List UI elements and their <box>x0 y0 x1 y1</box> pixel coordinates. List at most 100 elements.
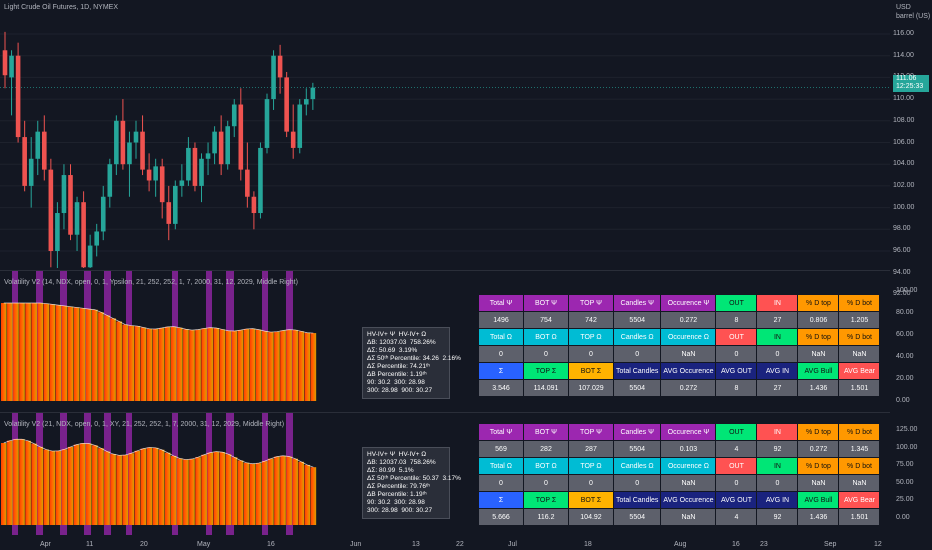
volatility-bar <box>73 444 80 525</box>
indicator-axis-label: 50.00 <box>896 478 914 486</box>
volatility-bar <box>207 327 213 401</box>
volatility-bar <box>274 331 280 401</box>
volatility-bar <box>146 328 153 401</box>
table-cell: Candles Ω <box>614 329 661 345</box>
volatility-bar <box>177 327 183 401</box>
volatility-bar <box>134 450 141 525</box>
table-cell: 104.92 <box>569 509 613 525</box>
table-cell: % D bot <box>839 295 880 311</box>
candle-body <box>107 164 113 197</box>
table-row: Total Ω BOT Ω TOP Ω Candles Ω Occurence Ω OUT… <box>479 458 880 474</box>
info-line: HV-IV+ Ψ HV-IV+ Ω <box>367 331 427 338</box>
candle-body <box>55 213 60 251</box>
volatility-bar <box>201 454 207 525</box>
time-axis-label: 11 <box>86 541 94 548</box>
table-cell: AVG Bear <box>839 492 880 508</box>
volatility-bar <box>13 303 19 401</box>
candlestick-chart[interactable] <box>0 0 890 268</box>
table-cell: TOP Ω <box>569 329 613 345</box>
volatility-bar <box>310 467 317 525</box>
info-line: ΔΒ Percentile: 1.19ᵗʰ <box>367 371 427 378</box>
volatility-bar <box>262 461 268 525</box>
table-cell: IN <box>757 295 798 311</box>
candle-body <box>15 55 21 138</box>
table-cell: 569 <box>479 441 523 457</box>
candle-body <box>225 126 230 165</box>
table-cell: BOT Ω <box>524 458 568 474</box>
candle-body <box>35 131 41 159</box>
table-cell: Occurence Ψ <box>661 424 716 440</box>
price-axis-label: 108.00 <box>893 116 915 124</box>
indicator-axis-label: 25.00 <box>896 496 914 503</box>
candle-body <box>310 87 316 100</box>
volatility-bar <box>146 447 153 525</box>
candle-body <box>304 99 309 105</box>
candle-body <box>251 196 257 214</box>
table-row: Total Ω BOT Ω TOP Ω Candles Ω Occurence Ω OUT… <box>479 329 880 345</box>
table-cell: Candles Ψ <box>614 424 661 440</box>
volatility-bar <box>213 328 220 401</box>
countdown-value: 12:25:33 <box>896 83 924 90</box>
table-row: Total Ψ BOT Ψ TOP Ψ Candles Ψ Occurence Ψ OUT… <box>479 424 880 440</box>
time-axis-label: 20 <box>140 541 148 548</box>
indicator-title-2[interactable]: Volatility V2 (21, NDX, open, 0, 1, XY, … <box>4 421 285 428</box>
volatility-bar <box>122 454 128 525</box>
indicator-axis-label: 100.00 <box>896 287 918 294</box>
table-cell: Total Ω <box>479 458 523 474</box>
volatility-bar <box>195 329 201 401</box>
currency-label: USD <box>896 4 911 11</box>
price-axis-label: 116.00 <box>893 30 914 37</box>
volatility-bar <box>280 455 286 525</box>
table-row: Total Ψ BOT Ψ TOP Ψ Candles Ψ Occurence Ψ OUT… <box>479 295 880 311</box>
volatility-bar <box>85 308 92 401</box>
table-cell: 754 <box>524 312 568 328</box>
indicator-pane-1[interactable]: Volatility V2 (14, NDX, open, 0, 1, Ypsi… <box>0 271 932 411</box>
table-cell: 0.272 <box>798 441 839 457</box>
pane-separator[interactable] <box>0 412 890 413</box>
time-axis-label: 13 <box>412 541 420 548</box>
symbol-title[interactable]: Light Crude Oil Futures, 1D, NYMEX <box>4 4 118 11</box>
indicator-pane-2[interactable]: Volatility V2 (21, NDX, open, 0, 1, XY, … <box>0 413 932 535</box>
table-cell: NaN <box>839 475 880 491</box>
candle-body <box>258 147 263 214</box>
indicator-title-1[interactable]: Volatility V2 (14, NDX, open, 0, 1, Ypsi… <box>4 279 298 286</box>
time-axis-label: Aug <box>674 541 687 548</box>
table-cell: 0 <box>524 475 568 491</box>
table-row: Σ TOP Σ BOT Σ Total Candles AVG Occurence AVG… <box>479 363 880 379</box>
unit-label: barrel (US) <box>896 13 931 20</box>
volatility-bar <box>116 321 122 401</box>
volatility-bar <box>13 439 19 525</box>
price-pane[interactable]: Light Crude Oil Futures, 1D, NYMEX USD b… <box>0 0 932 297</box>
time-axis-label: 18 <box>584 541 592 548</box>
time-axis-label: Sep <box>824 541 837 548</box>
candle-body <box>205 153 211 159</box>
info-box-1: HV-IV+ Ψ HV-IV+ Ω ΔΒ: 12037.03 758.26% ΔΣ:… <box>362 327 461 399</box>
table-cell: Occurence Ψ <box>661 295 716 311</box>
last-price-tag: 111.06 12:25:33 <box>893 75 929 92</box>
price-axis-label: 102.00 <box>893 181 915 189</box>
volatility-bar <box>268 458 274 525</box>
table-cell: % D bot <box>839 329 880 345</box>
table-cell: 5.666 <box>479 509 523 525</box>
indicator-axis-label: 125.00 <box>896 426 918 433</box>
pane-separator[interactable] <box>0 270 890 271</box>
volatility-bar <box>7 303 13 401</box>
time-axis-label: 16 <box>267 541 275 548</box>
table-cell: 116.2 <box>524 509 568 525</box>
candle-body <box>212 131 217 154</box>
table-cell: NaN <box>661 509 716 525</box>
table-cell: Σ <box>479 492 523 508</box>
candle-body <box>218 131 224 165</box>
indicator-axis-label: 75.00 <box>896 461 914 468</box>
candle-body <box>284 77 289 132</box>
candle-body <box>140 131 145 170</box>
volatility-bar <box>158 327 165 401</box>
time-axis[interactable]: Apr 11 20 May 16 Jun 13 22 Jul 18 Aug 16 23 Sep 12 <box>0 535 890 550</box>
table-cell: 1.501 <box>839 509 880 525</box>
table-cell: AVG OUT <box>716 492 757 508</box>
table-cell: 27 <box>757 380 798 396</box>
volatility-bar <box>110 318 116 401</box>
table-cell: 8 <box>716 312 757 328</box>
volatility-bar <box>73 307 80 401</box>
volatility-bar <box>170 455 177 525</box>
